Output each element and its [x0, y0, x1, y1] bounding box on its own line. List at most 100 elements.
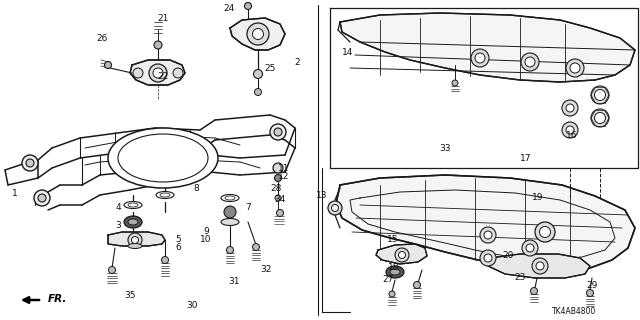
Circle shape — [399, 252, 406, 259]
Circle shape — [480, 227, 496, 243]
Circle shape — [484, 231, 492, 239]
Ellipse shape — [108, 128, 218, 188]
Text: 19: 19 — [532, 194, 544, 203]
Text: TK4AB4800: TK4AB4800 — [552, 307, 596, 316]
Circle shape — [480, 250, 496, 266]
Circle shape — [153, 68, 163, 78]
Circle shape — [536, 262, 544, 270]
Ellipse shape — [128, 203, 138, 207]
Text: 26: 26 — [96, 34, 108, 43]
Circle shape — [275, 195, 281, 201]
Circle shape — [253, 244, 259, 251]
Circle shape — [224, 206, 236, 218]
Circle shape — [395, 248, 409, 262]
Text: 16: 16 — [566, 131, 578, 140]
Circle shape — [253, 69, 262, 78]
Circle shape — [471, 49, 489, 67]
Ellipse shape — [128, 219, 138, 225]
Circle shape — [276, 210, 284, 217]
Text: 20: 20 — [502, 252, 514, 260]
Circle shape — [525, 57, 535, 67]
Circle shape — [273, 163, 283, 173]
Circle shape — [566, 126, 574, 134]
Ellipse shape — [221, 195, 239, 202]
Text: 29: 29 — [586, 281, 598, 290]
Ellipse shape — [128, 244, 142, 249]
Circle shape — [595, 90, 605, 100]
Circle shape — [413, 282, 420, 289]
Circle shape — [270, 124, 286, 140]
Circle shape — [161, 257, 168, 263]
Polygon shape — [336, 175, 635, 272]
Circle shape — [104, 61, 111, 68]
Circle shape — [253, 28, 264, 39]
Circle shape — [247, 23, 269, 45]
Circle shape — [128, 233, 142, 247]
Circle shape — [532, 258, 548, 274]
Circle shape — [389, 291, 395, 297]
Circle shape — [526, 244, 534, 252]
Circle shape — [154, 41, 162, 49]
Text: 35: 35 — [124, 291, 136, 300]
Circle shape — [484, 254, 492, 262]
Text: 31: 31 — [228, 277, 240, 286]
Circle shape — [131, 236, 138, 244]
Text: 12: 12 — [278, 172, 290, 180]
Text: 11: 11 — [278, 164, 290, 172]
Circle shape — [275, 174, 282, 181]
Text: 23: 23 — [515, 274, 525, 283]
Text: 5: 5 — [175, 236, 181, 244]
Text: 25: 25 — [264, 63, 276, 73]
Ellipse shape — [124, 202, 142, 209]
Circle shape — [521, 53, 539, 71]
Polygon shape — [376, 244, 427, 264]
Text: FR.: FR. — [48, 294, 67, 304]
Polygon shape — [340, 13, 635, 82]
Text: 28: 28 — [270, 183, 282, 193]
Circle shape — [535, 222, 555, 242]
Text: 3: 3 — [115, 221, 121, 230]
Text: 14: 14 — [342, 47, 354, 57]
Text: 33: 33 — [439, 143, 451, 153]
Text: 8: 8 — [193, 183, 199, 193]
Circle shape — [332, 204, 339, 212]
Text: 15: 15 — [387, 236, 399, 244]
Ellipse shape — [118, 134, 208, 182]
Circle shape — [244, 3, 252, 10]
Text: 7: 7 — [245, 203, 251, 212]
Text: 10: 10 — [200, 236, 212, 244]
Circle shape — [562, 122, 578, 138]
Text: 34: 34 — [275, 196, 285, 204]
Polygon shape — [130, 60, 185, 85]
Ellipse shape — [160, 193, 170, 197]
Ellipse shape — [156, 191, 174, 198]
Ellipse shape — [386, 266, 404, 278]
Circle shape — [26, 159, 34, 167]
Text: 17: 17 — [520, 154, 532, 163]
Ellipse shape — [390, 269, 400, 275]
Circle shape — [328, 201, 342, 215]
Polygon shape — [488, 254, 590, 278]
Circle shape — [566, 104, 574, 112]
Circle shape — [34, 190, 50, 206]
Circle shape — [591, 86, 609, 104]
Circle shape — [566, 59, 584, 77]
Text: 2: 2 — [294, 58, 300, 67]
Circle shape — [531, 287, 538, 294]
Circle shape — [149, 64, 167, 82]
Circle shape — [452, 80, 458, 86]
Circle shape — [255, 89, 262, 95]
Circle shape — [173, 68, 183, 78]
Circle shape — [540, 227, 550, 237]
Ellipse shape — [225, 196, 235, 200]
Text: 24: 24 — [223, 4, 235, 12]
Text: 18: 18 — [388, 263, 400, 273]
Ellipse shape — [221, 219, 239, 226]
Ellipse shape — [124, 216, 142, 228]
Circle shape — [38, 194, 46, 202]
Text: 1: 1 — [12, 188, 18, 197]
Text: 32: 32 — [260, 266, 272, 275]
Polygon shape — [108, 232, 165, 246]
Text: 6: 6 — [175, 244, 181, 252]
Circle shape — [586, 290, 593, 297]
